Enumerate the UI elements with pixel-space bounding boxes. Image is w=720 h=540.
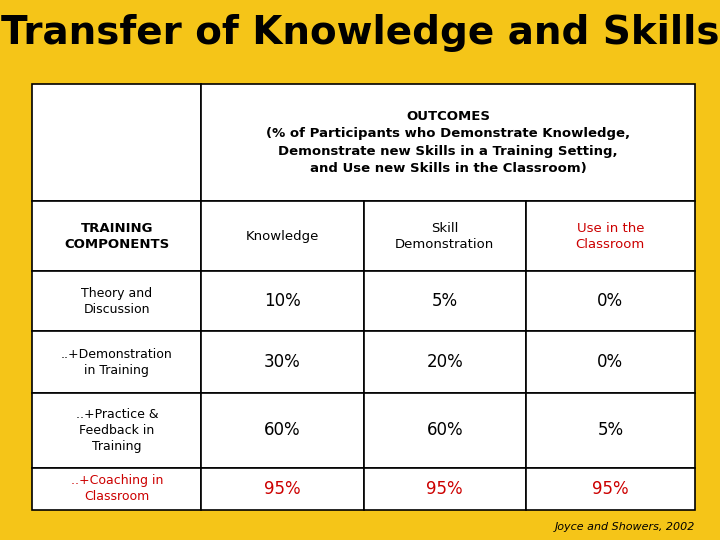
Text: ..+Coaching in
Classroom: ..+Coaching in Classroom xyxy=(71,475,163,503)
Bar xyxy=(364,468,526,510)
Bar xyxy=(202,201,364,272)
Bar xyxy=(526,393,695,468)
Bar xyxy=(32,393,202,468)
Text: OUTCOMES
(% of Participants who Demonstrate Knowledge,
Demonstrate new Skills in: OUTCOMES (% of Participants who Demonstr… xyxy=(266,110,630,175)
Bar xyxy=(526,272,695,331)
Text: Use in the
Classroom: Use in the Classroom xyxy=(576,222,645,251)
Text: 30%: 30% xyxy=(264,353,301,371)
Bar xyxy=(202,468,364,510)
Text: Transfer of Knowledge and Skills: Transfer of Knowledge and Skills xyxy=(1,14,719,51)
Text: 5%: 5% xyxy=(598,421,624,440)
Text: 0%: 0% xyxy=(598,292,624,310)
Text: 10%: 10% xyxy=(264,292,301,310)
Bar xyxy=(526,468,695,510)
Bar xyxy=(32,84,202,201)
Bar xyxy=(364,201,526,272)
Bar xyxy=(202,393,364,468)
Bar xyxy=(202,331,364,393)
Bar xyxy=(364,272,526,331)
Text: 95%: 95% xyxy=(264,480,301,498)
Text: 95%: 95% xyxy=(592,480,629,498)
Text: Skill
Demonstration: Skill Demonstration xyxy=(395,222,495,251)
Bar xyxy=(526,331,695,393)
Bar xyxy=(32,272,202,331)
Text: 60%: 60% xyxy=(264,421,301,440)
Text: Joyce and Showers, 2002: Joyce and Showers, 2002 xyxy=(554,522,695,532)
Bar xyxy=(364,393,526,468)
Text: TRAINING
COMPONENTS: TRAINING COMPONENTS xyxy=(64,222,169,251)
Bar xyxy=(32,331,202,393)
Text: ..+Practice &
Feedback in
Training: ..+Practice & Feedback in Training xyxy=(76,408,158,453)
Text: 95%: 95% xyxy=(426,480,463,498)
Text: 60%: 60% xyxy=(426,421,463,440)
Bar xyxy=(202,272,364,331)
Text: 20%: 20% xyxy=(426,353,463,371)
Text: ..+Demonstration
in Training: ..+Demonstration in Training xyxy=(61,348,173,376)
Bar xyxy=(526,201,695,272)
Bar xyxy=(32,201,202,272)
Text: 0%: 0% xyxy=(598,353,624,371)
Text: Knowledge: Knowledge xyxy=(246,230,319,242)
Text: Theory and
Discussion: Theory and Discussion xyxy=(81,287,153,316)
Bar xyxy=(202,84,695,201)
Text: 5%: 5% xyxy=(432,292,458,310)
Bar xyxy=(364,331,526,393)
Bar xyxy=(32,468,202,510)
